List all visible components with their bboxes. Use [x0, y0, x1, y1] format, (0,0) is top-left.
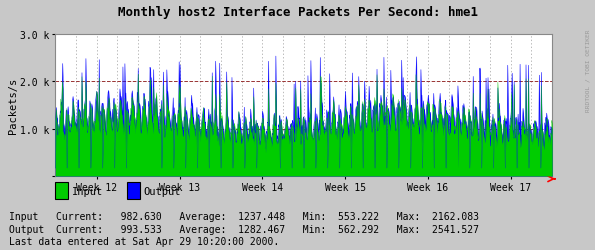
Text: Input: Input	[72, 186, 104, 196]
Text: Input   Current:   982.630   Average:  1237.448   Min:  553.222   Max:  2162.083: Input Current: 982.630 Average: 1237.448…	[9, 211, 479, 221]
Text: Last data entered at Sat Apr 29 10:20:00 2000.: Last data entered at Sat Apr 29 10:20:00…	[9, 236, 279, 246]
Text: Output  Current:   993.533   Average:  1282.467   Min:  562.292   Max:  2541.527: Output Current: 993.533 Average: 1282.46…	[9, 224, 479, 234]
Text: Output: Output	[143, 186, 181, 196]
Text: RRDTOOL / TOBI OETIKER: RRDTOOL / TOBI OETIKER	[586, 29, 591, 111]
Y-axis label: Packets/s: Packets/s	[8, 78, 18, 134]
Text: Monthly host2 Interface Packets Per Second: hme1: Monthly host2 Interface Packets Per Seco…	[117, 6, 478, 19]
